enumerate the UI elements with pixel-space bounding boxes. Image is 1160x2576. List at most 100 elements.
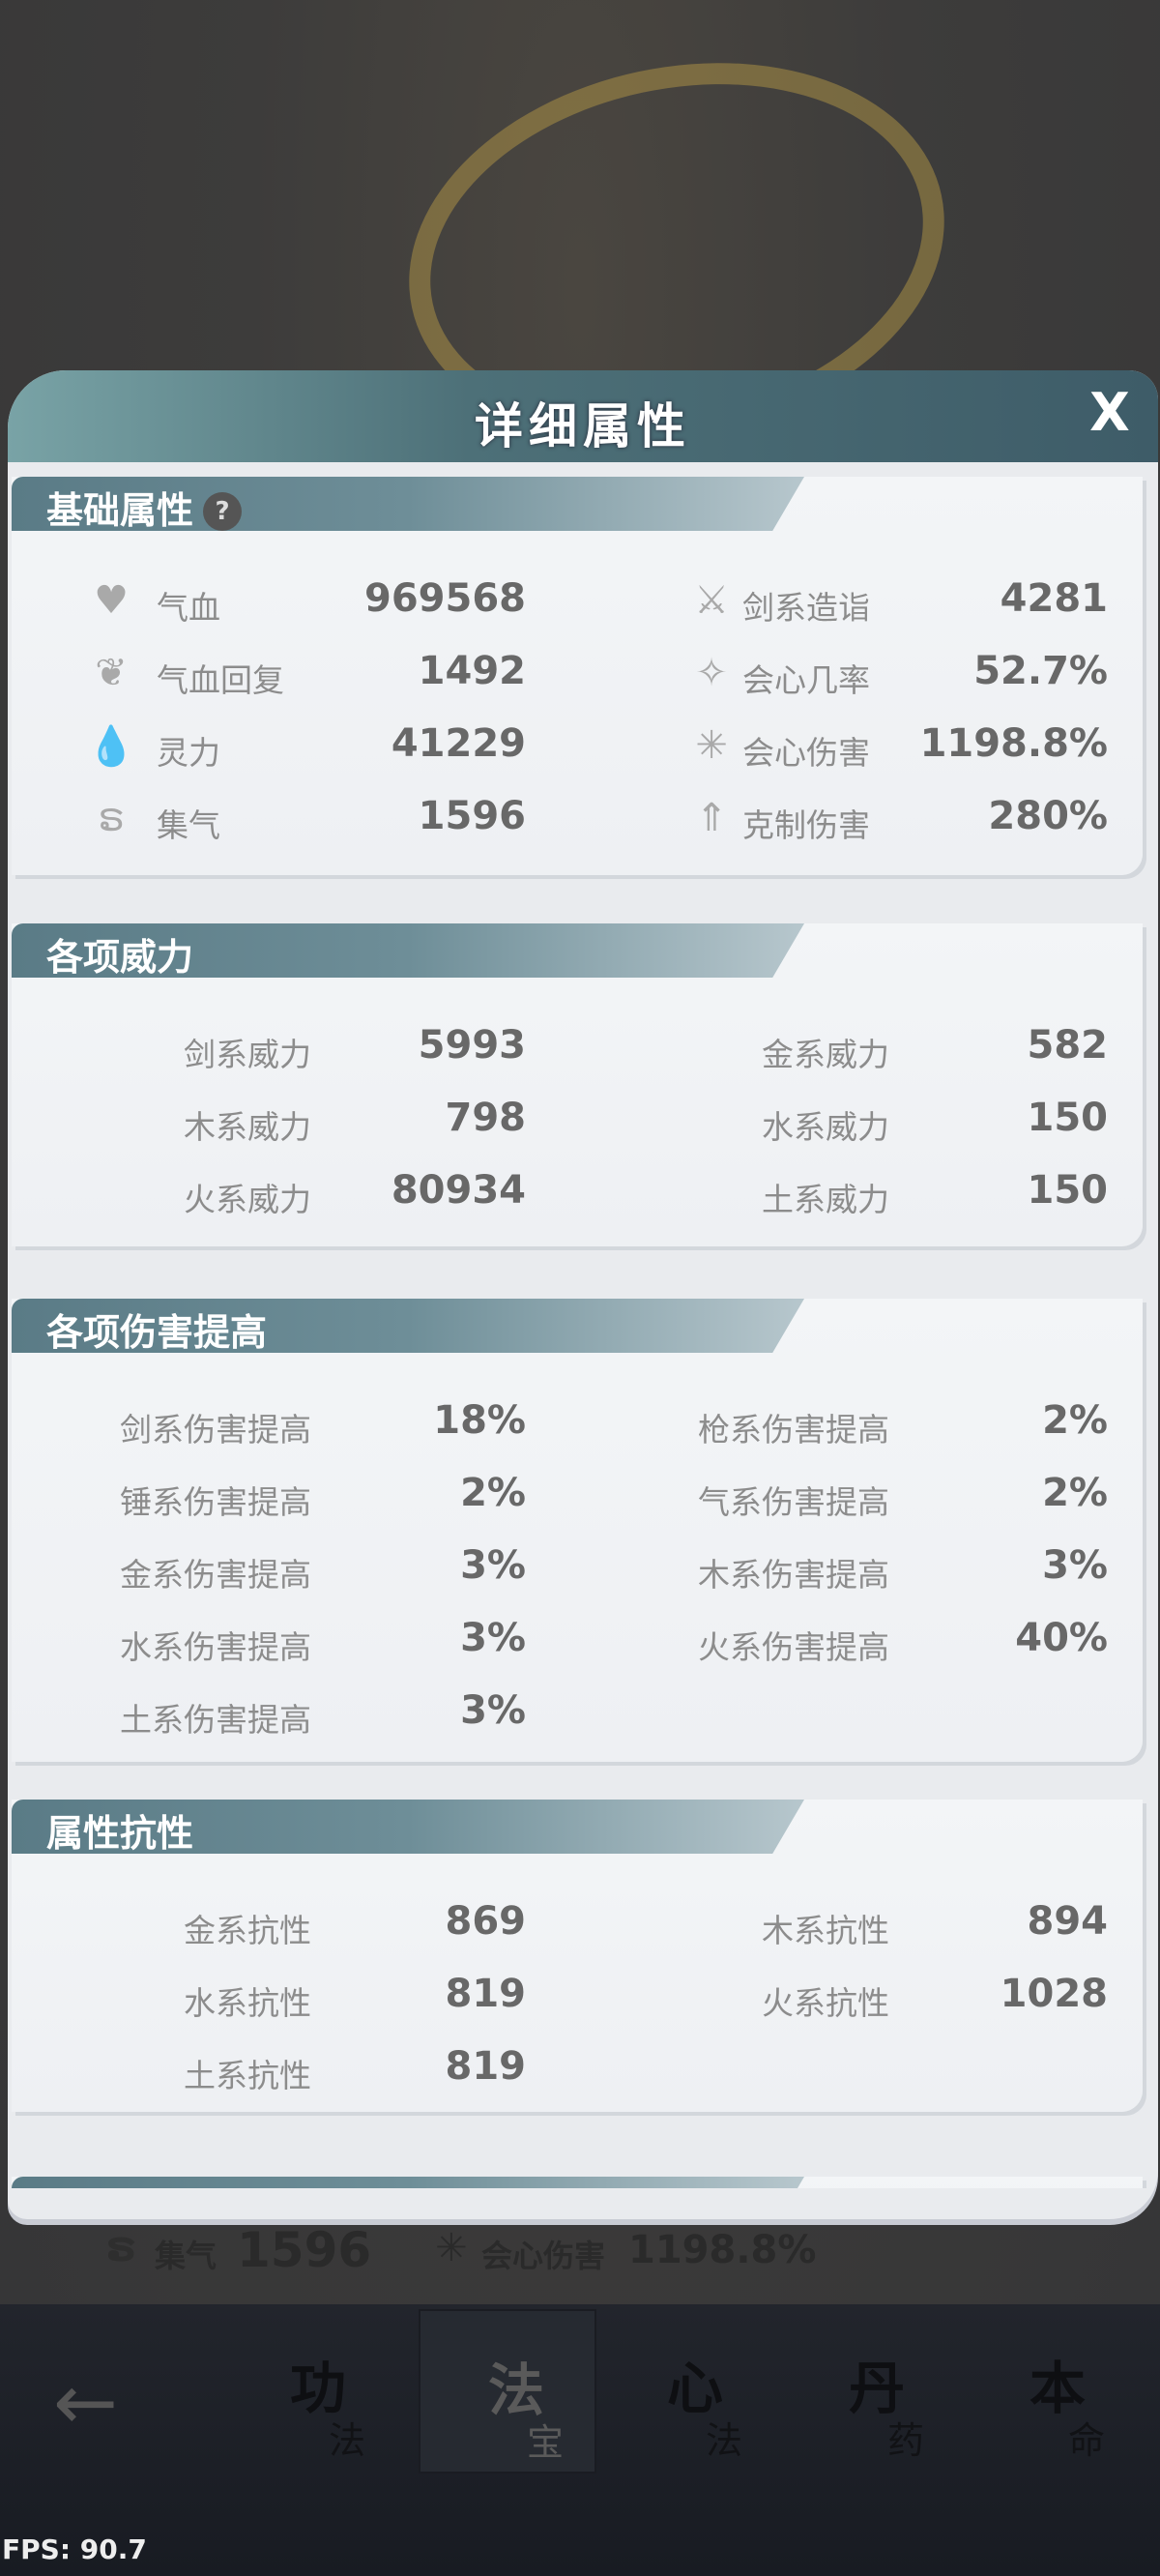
stat-label: 锤系伤害提高: [120, 1483, 311, 1521]
behind-value: 1198.8%: [628, 2228, 817, 2272]
stat-label: 水系威力: [762, 1108, 889, 1146]
stat-row: 水系抗性 819: [12, 1972, 592, 2030]
stat-value: 80934: [391, 1168, 526, 1213]
stat-value: 3%: [460, 1688, 526, 1733]
stat-label: 剑系威力: [184, 1036, 311, 1073]
stat-label: 金系抗性: [184, 1912, 311, 1949]
stat-row: ❦ 气血回复 1492: [12, 649, 592, 707]
stat-label: 水系抗性: [184, 1984, 311, 2022]
stat-value: 41229: [391, 721, 526, 766]
stat-value: 40%: [1015, 1616, 1108, 1660]
stat-label: 枪系伤害提高: [698, 1411, 889, 1449]
stat-label: 灵力: [157, 734, 220, 772]
stat-row: ⇑ 克制伤害 280%: [590, 794, 1158, 852]
behind-label: 集气: [155, 2238, 218, 2274]
flame-drop-icon: 💧: [87, 724, 135, 769]
tab-char: 丹: [849, 2356, 906, 2421]
help-icon[interactable]: ?: [203, 492, 243, 531]
stat-label: 气血: [157, 589, 220, 627]
section-0: 基础属性? ♥ 气血 969568 ⚔ 剑系造诣 4281 ❦ 气血回复 1492 ✧ 会心几率 52.…: [12, 477, 1143, 875]
stat-label: 木系威力: [184, 1108, 311, 1146]
stat-label: 水系伤害提高: [120, 1628, 311, 1666]
section-3: 属性抗性 金系抗性 869 木系抗性 894 水系抗性 819 火系抗性 1028 土系抗性 819: [12, 1800, 1143, 2112]
heart-icon: ♥: [94, 578, 129, 623]
section-title-text: 各项威力: [46, 936, 194, 979]
stat-label: 土系伤害提高: [120, 1701, 311, 1739]
stat-label: 集气: [157, 806, 220, 844]
stat-value: 969568: [364, 576, 526, 621]
stat-value: 150: [1027, 1096, 1109, 1140]
stat-row: 金系威力 582: [590, 1023, 1158, 1081]
attributes-scroll-area[interactable]: 基础属性? ♥ 气血 969568 ⚔ 剑系造诣 4281 ❦ 气血回复 1492 ✧ 会心几率 52.…: [8, 462, 1158, 2188]
stat-label: 土系抗性: [184, 2057, 311, 2094]
section-title: 各项威力: [46, 927, 193, 981]
tab-char: 功: [290, 2356, 347, 2421]
section-header: [12, 1299, 804, 1353]
nav-tab-0[interactable]: 功法: [222, 2309, 400, 2474]
section-title-text: 属性抗性: [46, 1812, 194, 1855]
stat-row: 💧 灵力 41229: [12, 721, 592, 779]
section-title: 护盾?: [46, 2181, 168, 2188]
stat-row: 水系威力 150: [590, 1096, 1158, 1154]
stat-value: 52.7%: [973, 649, 1108, 693]
burst-star-icon: ✳: [695, 723, 728, 768]
stat-value: 1028: [1000, 1972, 1108, 2016]
stat-value: 2%: [460, 1471, 526, 1515]
stat-label: 会心几率: [742, 661, 870, 699]
stat-row: 锤系伤害提高 2%: [12, 1471, 592, 1529]
section-header: [12, 2177, 804, 2188]
stat-value: 1492: [418, 649, 526, 693]
stat-row: 土系威力 150: [590, 1168, 1158, 1226]
behind-label: 会心伤害: [481, 2238, 606, 2274]
stat-value: 5993: [418, 1023, 526, 1068]
dialog-title: 详细属性: [475, 398, 691, 454]
tab-char: 宝: [527, 2421, 565, 2464]
stat-value: 150: [1027, 1168, 1109, 1213]
stat-row: 木系伤害提高 3%: [590, 1543, 1158, 1601]
stat-row: 剑系威力 5993: [12, 1023, 592, 1081]
swirl-icon: ຣ: [98, 796, 125, 840]
stat-label: 木系伤害提高: [698, 1556, 889, 1594]
stat-label: 金系威力: [762, 1036, 889, 1073]
swirl-icon: ຣ: [106, 2226, 136, 2270]
nav-tab-3[interactable]: 丹药: [781, 2309, 959, 2474]
stat-label: 火系威力: [184, 1181, 311, 1218]
behind-stats-row: ຣ 集气 1596 ✳ 会心伤害 1198.8%: [0, 2214, 1160, 2292]
stat-label: 剑系造诣: [742, 589, 870, 627]
nav-tab-1[interactable]: 法宝: [419, 2309, 596, 2474]
stat-row: 土系抗性 819: [12, 2044, 592, 2102]
stat-value: 582: [1027, 1023, 1109, 1068]
tab-char: 本: [1030, 2356, 1087, 2421]
stat-label: 金系伤害提高: [120, 1556, 311, 1594]
stat-value: 2%: [1042, 1471, 1108, 1515]
stat-row: ♥ 气血 969568: [12, 576, 592, 634]
burst-star-icon: ✳: [435, 2226, 468, 2270]
stat-value: 819: [445, 1972, 527, 2016]
stat-label: 剑系伤害提高: [120, 1411, 311, 1449]
stat-row: 木系威力 798: [12, 1096, 592, 1154]
stat-label: 木系抗性: [762, 1912, 889, 1949]
nav-tab-4[interactable]: 本命: [962, 2309, 1140, 2474]
back-arrow-icon[interactable]: ←: [53, 2357, 119, 2447]
section-title-text: 各项伤害提高: [46, 1311, 268, 1354]
stat-row: ✳ 会心伤害 1198.8%: [590, 721, 1158, 779]
tab-char: 心: [667, 2356, 724, 2421]
tab-char: 法: [488, 2357, 545, 2423]
close-button[interactable]: X: [1089, 382, 1130, 443]
section-2: 各项伤害提高 剑系伤害提高 18% 枪系伤害提高 2% 锤系伤害提高 2% 气系伤害提高 2% 金…: [12, 1299, 1143, 1762]
sword-icon: ⚔: [694, 578, 729, 623]
stat-label: 克制伤害: [742, 806, 870, 844]
dialog-header: 详细属性 X: [8, 370, 1158, 462]
stat-value: 3%: [460, 1543, 526, 1588]
stat-value: 280%: [988, 794, 1108, 838]
tab-char: 药: [887, 2419, 925, 2462]
tab-char: 法: [329, 2419, 366, 2462]
stat-value: 869: [445, 1899, 527, 1944]
stat-row: ຣ 集气 1596: [12, 794, 592, 852]
stat-label: 气血回复: [157, 661, 284, 699]
nav-tab-2[interactable]: 心法: [599, 2309, 777, 2474]
stat-value: 798: [445, 1096, 527, 1140]
stat-value: 1198.8%: [919, 721, 1108, 766]
stat-row: 木系抗性 894: [590, 1899, 1158, 1957]
stat-label: 火系抗性: [762, 1984, 889, 2022]
